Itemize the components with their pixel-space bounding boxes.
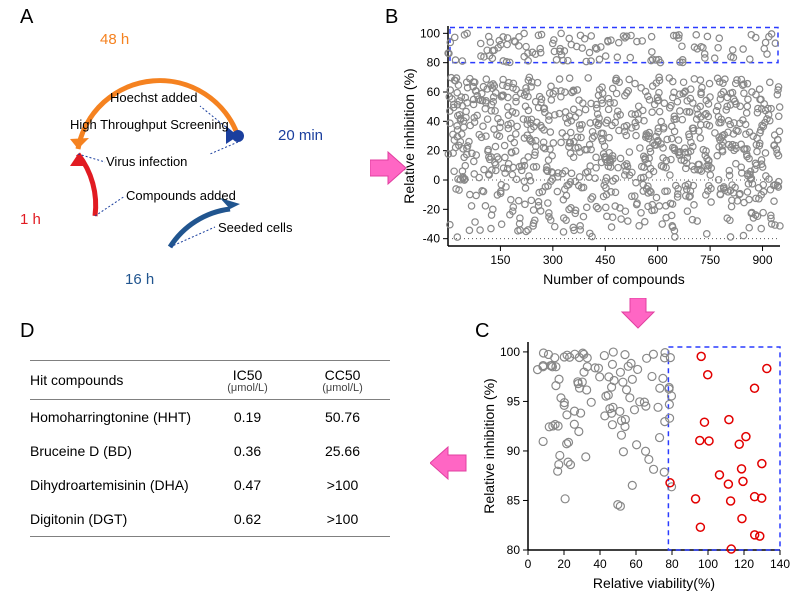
table-row: Digitonin (DGT) 0.62 >100 <box>30 502 390 536</box>
svg-text:750: 750 <box>700 253 720 267</box>
arrow-c-to-d-icon <box>430 445 470 481</box>
col-header-ic50: IC50 (μmol/L) <box>200 367 295 394</box>
svg-text:140: 140 <box>770 557 790 571</box>
svg-text:Number of compounds: Number of compounds <box>543 271 685 287</box>
figure-root: A B D C 48 h <box>0 0 799 606</box>
cell-ic50: 0.47 <box>200 477 295 493</box>
svg-text:300: 300 <box>543 253 563 267</box>
arc-base-arrowhead <box>70 138 89 149</box>
label-20min: 20 min <box>278 127 323 144</box>
svg-text:120: 120 <box>734 557 754 571</box>
label-seeded: Seeded cells <box>218 220 293 235</box>
svg-text:80: 80 <box>507 543 521 557</box>
cell-cc50: >100 <box>295 511 390 527</box>
svg-text:60: 60 <box>629 557 643 571</box>
leader-hts <box>210 142 238 154</box>
cell-ic50: 0.62 <box>200 511 295 527</box>
cell-compound: Dihydroartemisinin (DHA) <box>30 477 200 493</box>
panel-b-svg: -40-20020406080100150300450600750900Rela… <box>400 10 790 300</box>
svg-text:60: 60 <box>427 85 441 99</box>
table-row: Bruceine D (BD) 0.36 25.66 <box>30 434 390 468</box>
leader-compounds <box>95 196 125 216</box>
cell-compound: Homoharringtonine (HHT) <box>30 409 200 425</box>
svg-text:80: 80 <box>665 557 679 571</box>
svg-text:90: 90 <box>507 444 521 458</box>
cell-cc50: 50.76 <box>295 409 390 425</box>
col-header-ic50-label: IC50 <box>233 367 263 383</box>
cell-compound: Digitonin (DGT) <box>30 511 200 527</box>
panel-c-svg: 80 85 90 95 100 0 20 40 60 80 100 120 140 Relative in… <box>480 326 790 606</box>
svg-text:Relative inhibition (%): Relative inhibition (%) <box>481 378 497 513</box>
svg-text:150: 150 <box>490 253 510 267</box>
col-header-cc50-unit: (μmol/L) <box>295 383 390 394</box>
svg-text:20: 20 <box>427 144 441 158</box>
svg-text:450: 450 <box>595 253 615 267</box>
cell-ic50: 0.36 <box>200 443 295 459</box>
table-header: Hit compounds IC50 (μmol/L) CC50 (μmol/L… <box>30 361 390 399</box>
cell-compound: Bruceine D (BD) <box>30 443 200 459</box>
svg-text:-20: -20 <box>423 202 441 216</box>
svg-text:20: 20 <box>557 557 571 571</box>
svg-text:100: 100 <box>420 26 440 40</box>
cell-cc50: >100 <box>295 477 390 493</box>
panel-letter-d: D <box>20 320 34 343</box>
svg-text:900: 900 <box>753 253 773 267</box>
col-header-cc50: CC50 (μmol/L) <box>295 367 390 394</box>
svg-text:95: 95 <box>507 394 521 408</box>
cell-ic50: 0.19 <box>200 409 295 425</box>
col-header-ic50-unit: (μmol/L) <box>200 383 295 394</box>
panel-d-table: Hit compounds IC50 (μmol/L) CC50 (μmol/L… <box>30 360 390 537</box>
label-1h: 1 h <box>20 211 41 228</box>
col-header-cc50-label: CC50 <box>325 367 361 383</box>
label-hoechst: Hoechst added <box>110 90 197 105</box>
label-virus: Virus infection <box>106 154 187 169</box>
svg-text:100: 100 <box>698 557 718 571</box>
svg-text:100: 100 <box>500 345 520 359</box>
svg-text:0: 0 <box>525 557 532 571</box>
endpoint-dot <box>232 130 244 142</box>
label-48h: 48 h <box>100 31 129 48</box>
panel-letter-b: B <box>385 6 398 29</box>
col-header-compounds: Hit compounds <box>30 372 200 388</box>
label-hts: High Throughput Screening <box>70 117 229 132</box>
svg-text:Relative viability(%): Relative viability(%) <box>593 575 715 591</box>
svg-text:-40: -40 <box>423 232 441 246</box>
svg-text:600: 600 <box>648 253 668 267</box>
label-compounds: Compounds added <box>126 188 236 203</box>
arrow-b-to-c-icon <box>620 298 656 332</box>
label-16h: 16 h <box>125 271 154 288</box>
panel-a-svg: 48 h 1 h 16 h 20 min Hoechst added High … <box>10 14 380 314</box>
table-row: Homoharringtonine (HHT) 0.19 50.76 <box>30 400 390 434</box>
table-row: Dihydroartemisinin (DHA) 0.47 >100 <box>30 468 390 502</box>
svg-text:85: 85 <box>507 493 521 507</box>
svg-text:40: 40 <box>593 557 607 571</box>
cell-cc50: 25.66 <box>295 443 390 459</box>
arrow-a-to-b-icon <box>370 150 410 186</box>
svg-text:40: 40 <box>427 114 441 128</box>
svg-text:0: 0 <box>433 173 440 187</box>
svg-text:80: 80 <box>427 56 441 70</box>
table-rule-bottom <box>30 536 390 537</box>
